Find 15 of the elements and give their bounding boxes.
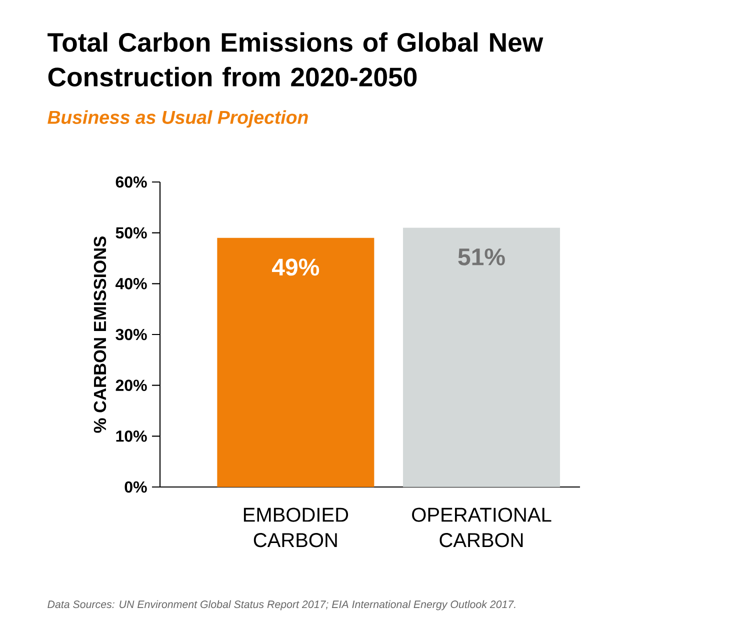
y-tick-label: 20%: [116, 380, 147, 391]
x-tick-label: OPERATIONAL CARBON: [412, 508, 552, 548]
x-tick-label: EMBODIED CARBON: [244, 508, 348, 548]
y-axis-title: % CARBON EMISSIONS: [94, 236, 106, 433]
y-tick-label: 40%: [116, 278, 147, 290]
y-tick-label: 60%: [116, 176, 147, 188]
text: Data Sources: UN Environment Global Status Report 2017; EIA International Energy Outlook 2017.: [48, 600, 516, 610]
chart-title: Total Carbon Emissions of Global New Construction from 2020-2050: [48, 32, 544, 87]
y-tick-label: 10%: [116, 430, 147, 442]
data-label: 51%: [458, 248, 505, 266]
y-tick-label: 0%: [124, 481, 147, 493]
y-tick-label: 30%: [116, 328, 147, 340]
chart-subtitle: Business as Usual Projection: [48, 110, 308, 128]
data-label: 49%: [272, 258, 320, 276]
y-tick-label: 50%: [116, 227, 147, 238]
